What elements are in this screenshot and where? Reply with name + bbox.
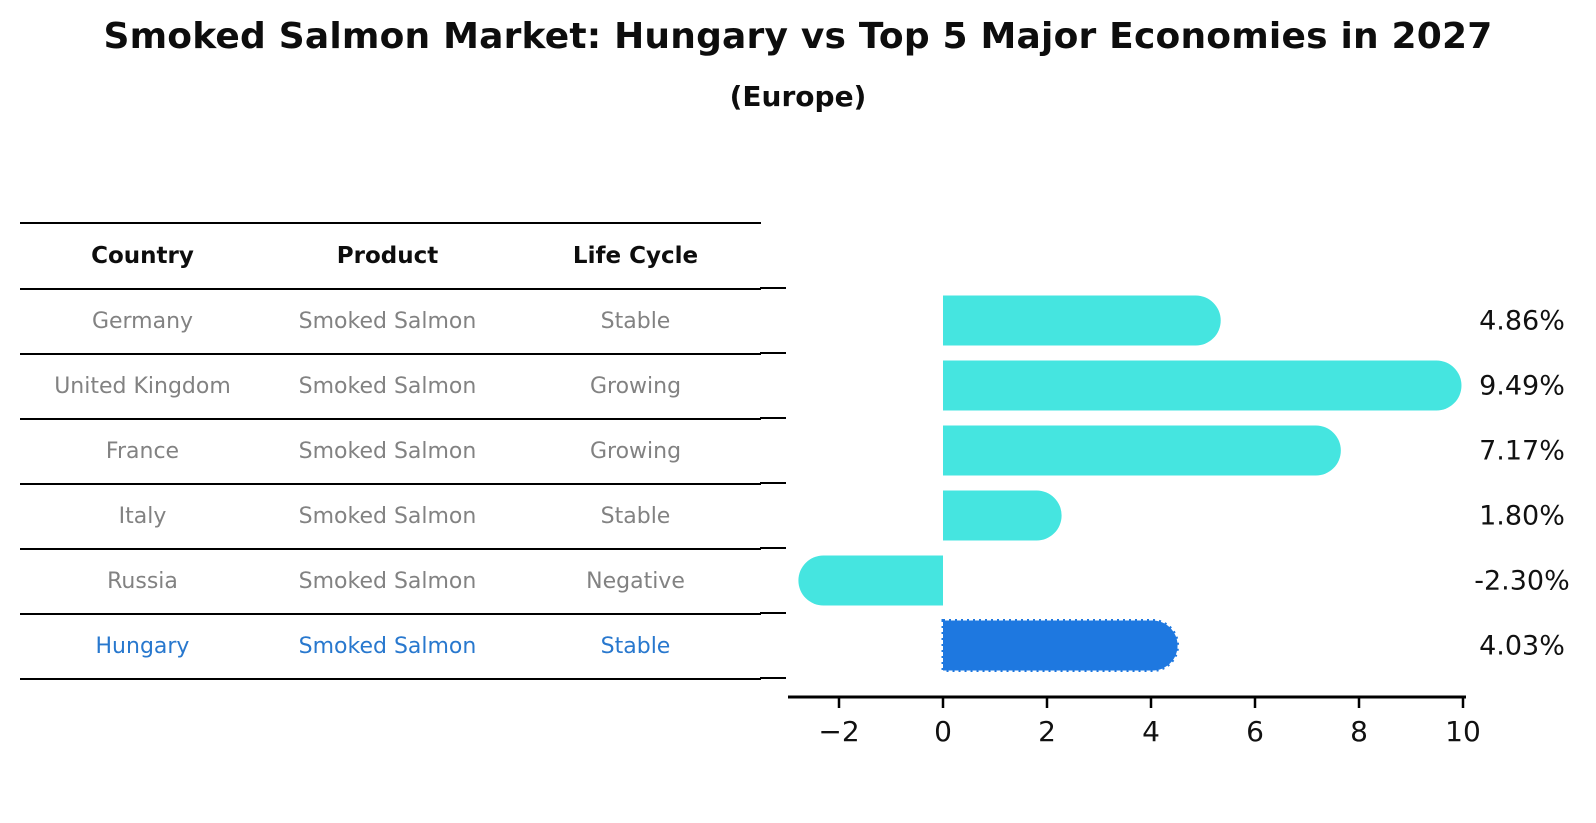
cell-country: Hungary xyxy=(95,634,190,659)
bar-value-label: 4.86% xyxy=(1479,306,1565,337)
table-row: Hungary Smoked Salmon Stable xyxy=(20,614,761,679)
bar-value-label: 4.03% xyxy=(1479,631,1565,662)
bar-value-label: -2.30% xyxy=(1474,566,1570,597)
cell-country: Russia xyxy=(107,569,178,594)
cell-product: Smoked Salmon xyxy=(298,569,477,594)
bar-hungary xyxy=(941,619,1180,672)
bar-united-kingdom xyxy=(943,360,1462,411)
cell-life-cycle: Stable xyxy=(600,309,671,334)
cell-life-cycle: Stable xyxy=(600,634,671,659)
bar-france xyxy=(943,425,1341,476)
bar-value-label: 7.17% xyxy=(1479,436,1565,467)
cell-product: Smoked Salmon xyxy=(298,504,477,529)
cell-life-cycle: Negative xyxy=(586,569,685,594)
x-axis-tick-label: 8 xyxy=(1350,715,1368,748)
table-row: Germany Smoked Salmon Stable xyxy=(20,289,761,354)
cell-life-cycle: Growing xyxy=(589,374,682,399)
country-table: Country Product Life Cycle Germany Smoked… xyxy=(20,222,761,680)
x-axis-tick-label: 0 xyxy=(934,715,952,748)
cell-life-cycle: Stable xyxy=(600,504,671,529)
table-row: Italy Smoked Salmon Stable xyxy=(20,484,761,549)
bar-russia xyxy=(798,555,943,606)
cell-product: Smoked Salmon xyxy=(298,374,477,399)
cell-country: Italy xyxy=(118,504,167,529)
x-axis-tick-label: 10 xyxy=(1445,715,1481,748)
x-axis-tick-label: 2 xyxy=(1038,715,1056,748)
bar-value-label: 1.80% xyxy=(1479,501,1565,532)
bar-value-label: 9.49% xyxy=(1479,371,1565,402)
cell-product: Smoked Salmon xyxy=(298,439,477,464)
table-header-row: Country Product Life Cycle xyxy=(20,223,761,289)
cell-country: Germany xyxy=(91,309,194,334)
cell-life-cycle: Growing xyxy=(589,439,682,464)
cell-product: Smoked Salmon xyxy=(298,309,477,334)
bar-italy xyxy=(943,490,1062,541)
table-row: Russia Smoked Salmon Negative xyxy=(20,549,761,614)
table-row: France Smoked Salmon Growing xyxy=(20,419,761,484)
col-header-product: Product xyxy=(336,243,439,269)
x-axis-tick-label: −2 xyxy=(818,715,859,748)
bar-germany xyxy=(943,295,1221,346)
page-title: Smoked Salmon Market: Hungary vs Top 5 M… xyxy=(103,16,1493,57)
cell-country: United Kingdom xyxy=(54,374,231,399)
cell-product: Smoked Salmon xyxy=(298,634,477,659)
table-row: United Kingdom Smoked Salmon Growing xyxy=(20,354,761,419)
country-table-body: Germany Smoked Salmon Stable United Kingdom… xyxy=(20,289,761,679)
x-axis-tick-label: 4 xyxy=(1142,715,1160,748)
cell-country: France xyxy=(105,439,180,464)
col-header-country: Country xyxy=(91,243,194,269)
page-subtitle: (Europe) xyxy=(729,80,867,113)
x-axis-tick-label: 6 xyxy=(1246,715,1264,748)
col-header-life-cycle: Life Cycle xyxy=(572,243,699,269)
